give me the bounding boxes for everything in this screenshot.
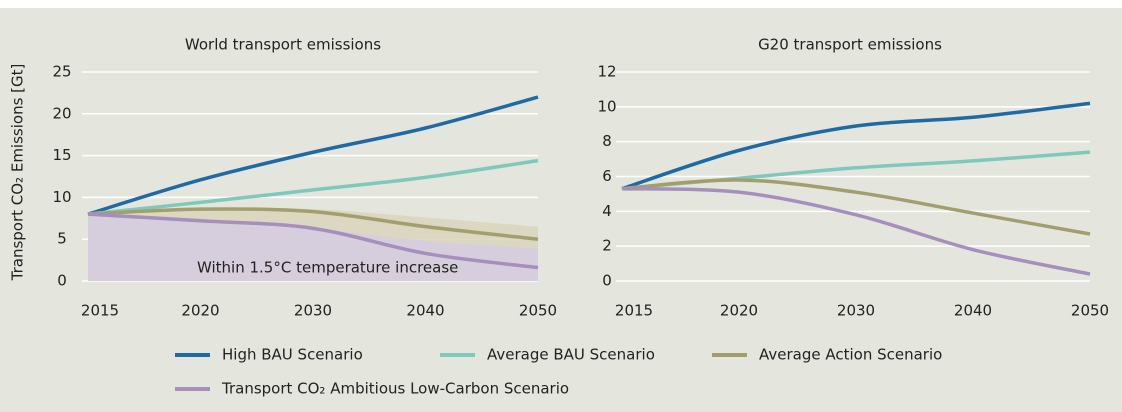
line xyxy=(87,95,539,216)
y-tick-label: 2 xyxy=(602,237,612,255)
y-tick-label: 8 xyxy=(602,132,612,150)
line xyxy=(87,212,539,270)
chart-title: World transport emissions xyxy=(185,36,381,54)
x-tick-label: 2030 xyxy=(837,302,875,320)
annotation: Within 1.5°C temperature increase xyxy=(197,259,458,277)
y-tick-label: 20 xyxy=(52,104,71,122)
y-tick-label: 10 xyxy=(52,188,71,206)
chart-title: G20 transport emissions xyxy=(758,36,942,54)
x-tick-label: 2050 xyxy=(1071,302,1109,320)
y-axis-label: Transport CO₂ Emissions [Gt] xyxy=(9,64,27,282)
x-tick-label: 2050 xyxy=(519,302,557,320)
x-tick-label: 2040 xyxy=(406,302,444,320)
line xyxy=(621,101,1091,191)
x-tick-label: 2030 xyxy=(294,302,332,320)
y-tick-label: 10 xyxy=(597,97,616,115)
line xyxy=(87,158,539,216)
y-tick-label: 0 xyxy=(57,272,67,290)
line xyxy=(621,178,1091,236)
line xyxy=(621,186,1091,276)
x-tick-label: 2040 xyxy=(954,302,992,320)
y-tick-label: 5 xyxy=(57,230,67,248)
y-tick-label: 0 xyxy=(602,272,612,290)
y-tick-label: 15 xyxy=(52,146,71,164)
y-tick-label: 25 xyxy=(52,63,71,81)
area xyxy=(88,214,538,281)
y-tick-label: 6 xyxy=(602,167,612,185)
x-tick-label: 2020 xyxy=(181,302,219,320)
legend-label: High BAU Scenario xyxy=(222,346,363,364)
x-tick-label: 2015 xyxy=(81,302,119,320)
y-tick-label: 12 xyxy=(597,63,616,81)
legend-label: Transport CO₂ Ambitious Low-Carbon Scena… xyxy=(221,380,569,398)
x-tick-label: 2020 xyxy=(720,302,758,320)
legend-label: Average Action Scenario xyxy=(759,346,942,364)
legend-label: Average BAU Scenario xyxy=(487,346,655,364)
line xyxy=(87,207,539,241)
x-tick-label: 2015 xyxy=(615,302,653,320)
top-strip xyxy=(0,0,1122,8)
y-tick-label: 4 xyxy=(602,202,612,220)
